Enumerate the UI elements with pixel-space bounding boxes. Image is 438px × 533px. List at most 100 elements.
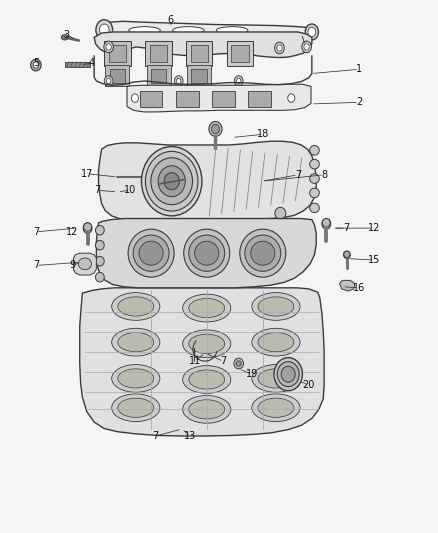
- Polygon shape: [146, 65, 170, 86]
- Ellipse shape: [145, 151, 198, 211]
- Ellipse shape: [133, 235, 169, 271]
- Ellipse shape: [308, 27, 316, 37]
- Ellipse shape: [99, 24, 109, 36]
- Ellipse shape: [78, 258, 92, 270]
- Ellipse shape: [194, 241, 219, 265]
- Ellipse shape: [141, 147, 202, 216]
- Ellipse shape: [275, 207, 286, 219]
- Polygon shape: [176, 91, 199, 107]
- Text: 19: 19: [246, 369, 258, 379]
- Ellipse shape: [183, 395, 231, 423]
- Text: 5: 5: [33, 58, 39, 68]
- Ellipse shape: [174, 76, 183, 86]
- Ellipse shape: [240, 229, 286, 277]
- Polygon shape: [99, 141, 316, 220]
- Text: 10: 10: [124, 185, 137, 195]
- Bar: [65, 62, 90, 67]
- Ellipse shape: [189, 334, 225, 353]
- Text: 3: 3: [64, 30, 70, 39]
- Ellipse shape: [234, 76, 243, 86]
- Ellipse shape: [118, 398, 154, 417]
- Ellipse shape: [305, 24, 318, 40]
- Text: 7: 7: [33, 227, 39, 237]
- Ellipse shape: [164, 173, 180, 190]
- Ellipse shape: [189, 370, 225, 389]
- Text: 6: 6: [168, 15, 174, 25]
- Text: 16: 16: [353, 283, 365, 293]
- Polygon shape: [80, 288, 324, 436]
- Ellipse shape: [310, 174, 319, 183]
- Ellipse shape: [300, 39, 308, 49]
- Ellipse shape: [95, 256, 104, 266]
- Ellipse shape: [288, 94, 295, 102]
- Text: 13: 13: [184, 431, 197, 441]
- Polygon shape: [227, 41, 253, 66]
- Text: 1: 1: [356, 64, 362, 74]
- Ellipse shape: [183, 294, 231, 322]
- Ellipse shape: [252, 365, 300, 392]
- Polygon shape: [248, 91, 271, 107]
- Text: 15: 15: [368, 255, 381, 265]
- Ellipse shape: [183, 330, 231, 358]
- Ellipse shape: [216, 27, 248, 34]
- Text: 9: 9: [69, 261, 75, 270]
- Ellipse shape: [158, 166, 185, 197]
- Ellipse shape: [275, 42, 284, 54]
- Ellipse shape: [252, 293, 300, 320]
- Ellipse shape: [310, 188, 319, 198]
- Polygon shape: [74, 253, 96, 275]
- Ellipse shape: [258, 369, 294, 388]
- Ellipse shape: [252, 394, 300, 422]
- Text: 17: 17: [81, 169, 93, 179]
- Ellipse shape: [104, 41, 113, 53]
- Text: 4: 4: [89, 58, 95, 68]
- Ellipse shape: [189, 235, 225, 271]
- Ellipse shape: [277, 45, 282, 51]
- Ellipse shape: [274, 358, 302, 391]
- Ellipse shape: [236, 361, 241, 366]
- Ellipse shape: [189, 400, 225, 419]
- Text: 7: 7: [33, 261, 39, 270]
- Ellipse shape: [237, 78, 241, 84]
- Polygon shape: [145, 41, 172, 66]
- Polygon shape: [187, 65, 211, 86]
- Ellipse shape: [95, 240, 104, 250]
- Polygon shape: [339, 280, 355, 291]
- Ellipse shape: [112, 394, 160, 422]
- Ellipse shape: [112, 328, 160, 356]
- Ellipse shape: [131, 94, 138, 102]
- Ellipse shape: [118, 369, 154, 388]
- Ellipse shape: [95, 225, 104, 235]
- Ellipse shape: [310, 159, 319, 169]
- Text: 8: 8: [321, 170, 327, 180]
- Ellipse shape: [128, 229, 174, 277]
- Text: 7: 7: [152, 431, 159, 441]
- Polygon shape: [191, 69, 207, 83]
- Polygon shape: [151, 69, 166, 83]
- Text: 2: 2: [356, 98, 362, 107]
- Ellipse shape: [95, 272, 104, 282]
- Ellipse shape: [61, 35, 68, 40]
- Polygon shape: [106, 65, 130, 86]
- Text: 7: 7: [220, 357, 226, 366]
- Ellipse shape: [277, 361, 299, 387]
- Ellipse shape: [139, 241, 163, 265]
- Polygon shape: [99, 21, 315, 39]
- Polygon shape: [96, 219, 316, 288]
- Ellipse shape: [129, 27, 160, 34]
- Ellipse shape: [151, 158, 193, 205]
- Ellipse shape: [112, 365, 160, 392]
- Ellipse shape: [177, 78, 181, 84]
- Ellipse shape: [322, 219, 330, 227]
- Ellipse shape: [104, 76, 113, 86]
- Polygon shape: [127, 84, 311, 112]
- Polygon shape: [191, 45, 208, 62]
- Ellipse shape: [245, 235, 281, 271]
- Polygon shape: [94, 32, 312, 58]
- Ellipse shape: [96, 20, 113, 40]
- Ellipse shape: [118, 333, 154, 352]
- Text: 7: 7: [94, 185, 100, 195]
- Ellipse shape: [184, 229, 230, 277]
- Polygon shape: [212, 91, 235, 107]
- Ellipse shape: [258, 297, 294, 316]
